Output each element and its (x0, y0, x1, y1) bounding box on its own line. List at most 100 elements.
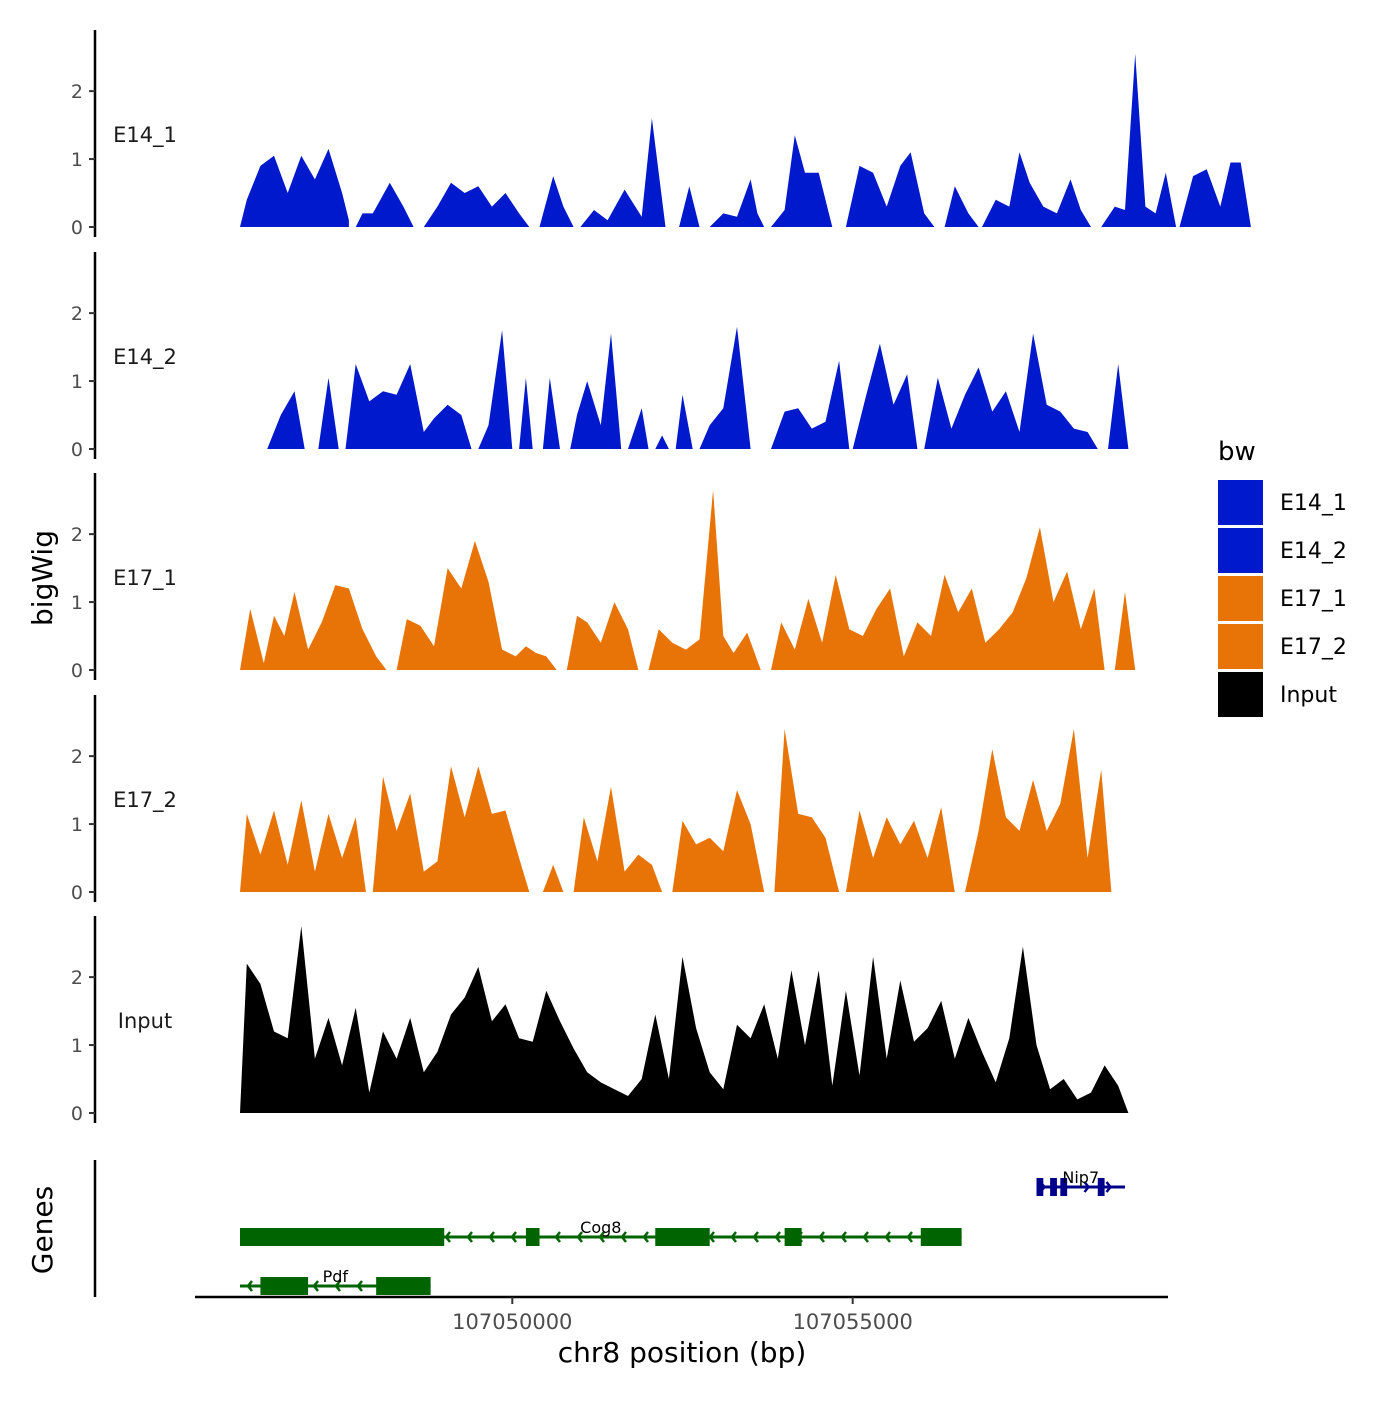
coverage-area (580, 118, 666, 227)
strand-arrow (554, 1231, 561, 1243)
coverage-area (675, 394, 693, 449)
coverage-area (240, 800, 366, 892)
y-tick-label: 1 (71, 814, 83, 836)
x-axis-title: chr8 position (bp) (558, 1336, 807, 1369)
coverage-area (771, 135, 833, 227)
coverage-area (771, 360, 850, 449)
legend-swatch (1218, 576, 1263, 621)
coverage-area (655, 435, 669, 449)
strand-arrow (598, 1231, 605, 1243)
legend-label: E14_2 (1280, 539, 1347, 564)
strand-arrow (1105, 1181, 1113, 1193)
track-label: E14_2 (113, 345, 177, 370)
coverage-area (1114, 591, 1136, 670)
coverage-area (267, 391, 305, 449)
coverage-area (318, 377, 339, 449)
strand-arrow (576, 1231, 583, 1243)
track-e14-2: 0 1 2 E14_2 (71, 252, 1129, 461)
strand-arrow (862, 1231, 869, 1243)
track-label: E14_1 (113, 123, 177, 148)
coverage-area (539, 176, 574, 227)
gene-exon (1097, 1178, 1105, 1196)
strand-arrow (620, 1231, 627, 1243)
coverage-area (478, 330, 513, 449)
coverage-area (566, 602, 639, 670)
track-label: Input (118, 1009, 172, 1033)
coverage-area (679, 186, 700, 227)
coverage-area (628, 408, 649, 449)
gene-exon (525, 1228, 540, 1246)
track-e14-1: 0 1 2 E14_1 (71, 30, 1251, 239)
genes-axis-title: Genes (26, 1186, 59, 1274)
coverage-area (1108, 364, 1129, 449)
strand-arrow (510, 1231, 517, 1243)
coverage-area (774, 729, 840, 892)
gene-exon (784, 1228, 802, 1246)
y-tick-label: 0 (71, 217, 83, 239)
y-tick-label: 2 (71, 81, 83, 103)
coverage-area (965, 729, 1112, 892)
coverage-area (573, 786, 663, 892)
strand-arrow (818, 1231, 825, 1243)
y-tick-label: 1 (71, 592, 83, 614)
y-tick-label: 2 (71, 303, 83, 325)
y-tick-label: 1 (71, 1035, 83, 1057)
strand-arrow (708, 1231, 715, 1243)
coverage-area (672, 790, 765, 892)
coverage-area (542, 377, 560, 449)
gene-exon (1036, 1178, 1044, 1196)
coverage-area (570, 333, 622, 449)
coverage-area (771, 574, 931, 670)
y-tick-label: 2 (71, 524, 83, 546)
coverage-area (709, 179, 765, 227)
track-label: E17_2 (113, 788, 177, 813)
strand-arrow (356, 1280, 363, 1292)
legend-label: E17_2 (1280, 635, 1347, 660)
coverage-area (396, 540, 557, 670)
strand-arrow (884, 1231, 891, 1243)
coverage-area (423, 182, 530, 227)
strand-arrow (774, 1231, 781, 1243)
y-tick-label: 0 (71, 882, 83, 904)
coverage-area (931, 527, 1105, 670)
legend-swatch (1218, 672, 1263, 717)
strand-arrow (1083, 1181, 1091, 1193)
coverage-area (355, 182, 414, 227)
legend-swatch (1218, 624, 1263, 669)
y-tick-label: 0 (71, 439, 83, 461)
x-tick-label: 107050000 (452, 1310, 572, 1334)
gene-exon (655, 1228, 710, 1246)
coverage-area (240, 926, 1129, 1113)
strand-arrow (642, 1231, 649, 1243)
coverage-area (1019, 333, 1098, 449)
strand-arrow (488, 1231, 495, 1243)
strand-arrow (312, 1280, 319, 1292)
coverage-area (924, 367, 1020, 449)
y-tick-label: 2 (71, 967, 83, 989)
coverage-area (944, 186, 979, 227)
strand-arrow (906, 1231, 913, 1243)
legend: E14_1 E14_2 E17_1 E17_2 Input (1218, 480, 1347, 717)
track-input: 0 1 2 Input (71, 916, 1129, 1125)
gene-exon (260, 1277, 309, 1295)
coverage-area (345, 364, 472, 449)
coverage-area (982, 152, 1091, 227)
gene-exon (920, 1228, 962, 1246)
legend-title: bw (1218, 437, 1256, 467)
legend-swatch (1218, 528, 1263, 573)
coverage-area (648, 490, 761, 670)
coverage-area (519, 377, 533, 449)
track-label: E17_1 (113, 566, 177, 591)
y-tick-label: 2 (71, 746, 83, 768)
coverage-area (699, 326, 751, 449)
coverage-area (845, 152, 935, 227)
coverage-area (240, 148, 349, 227)
gene-exon (1060, 1178, 1068, 1196)
strand-arrow (466, 1231, 473, 1243)
y-axis-title: bigWig (26, 530, 59, 626)
coverage-area (852, 343, 918, 449)
coverage-area (240, 585, 387, 670)
legend-label: E17_1 (1280, 587, 1347, 612)
